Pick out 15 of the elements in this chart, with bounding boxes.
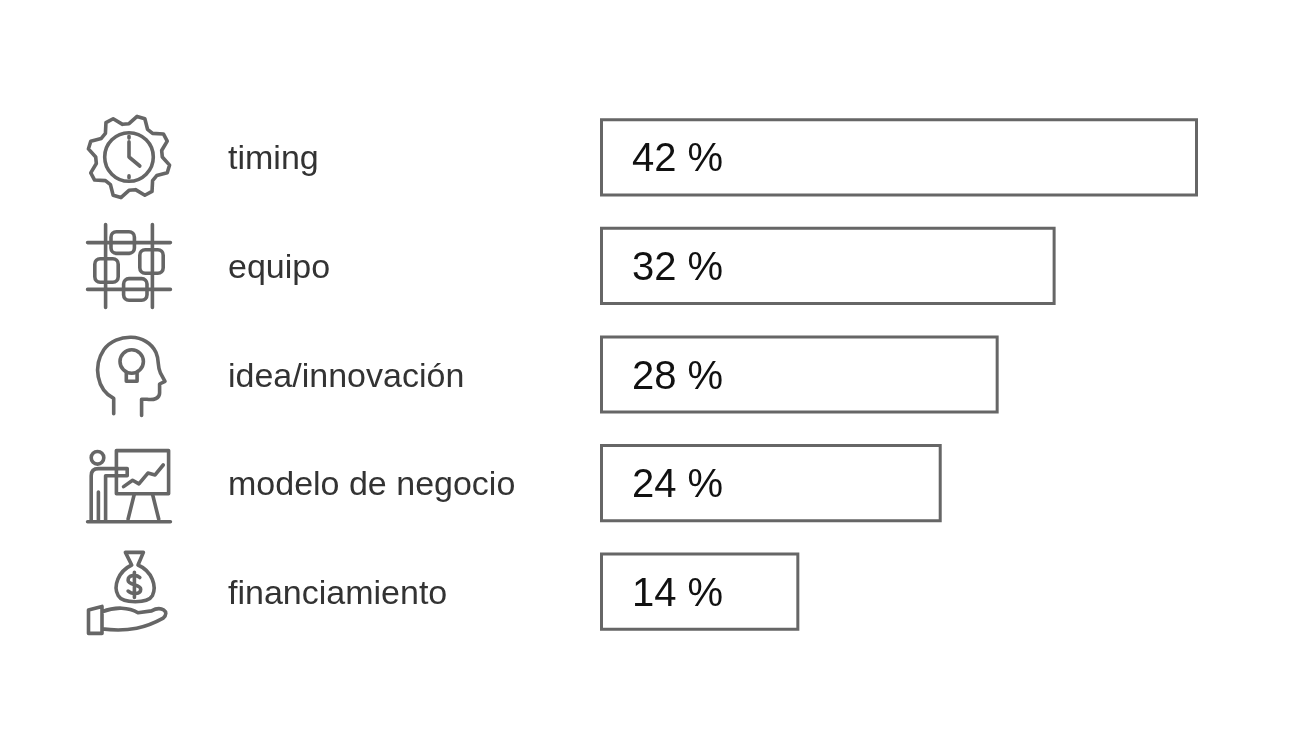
y-tick-label: equipo — [228, 246, 331, 285]
y-tick-label: timing — [228, 138, 319, 177]
y-tick-label: financiamiento — [228, 572, 448, 611]
bar — [600, 226, 1056, 305]
data-label: 28 % — [632, 352, 724, 397]
data-label: 32 % — [632, 243, 724, 288]
y-tick-label: modelo de negocio — [228, 464, 516, 503]
data-label: 24 % — [632, 461, 724, 506]
bar — [600, 335, 999, 414]
bar — [600, 444, 942, 523]
y-tick-label: idea/innovación — [228, 355, 465, 394]
bar — [600, 118, 1198, 197]
data-label: 14 % — [632, 569, 724, 614]
bar — [600, 552, 800, 631]
data-label: 42 % — [632, 135, 724, 180]
